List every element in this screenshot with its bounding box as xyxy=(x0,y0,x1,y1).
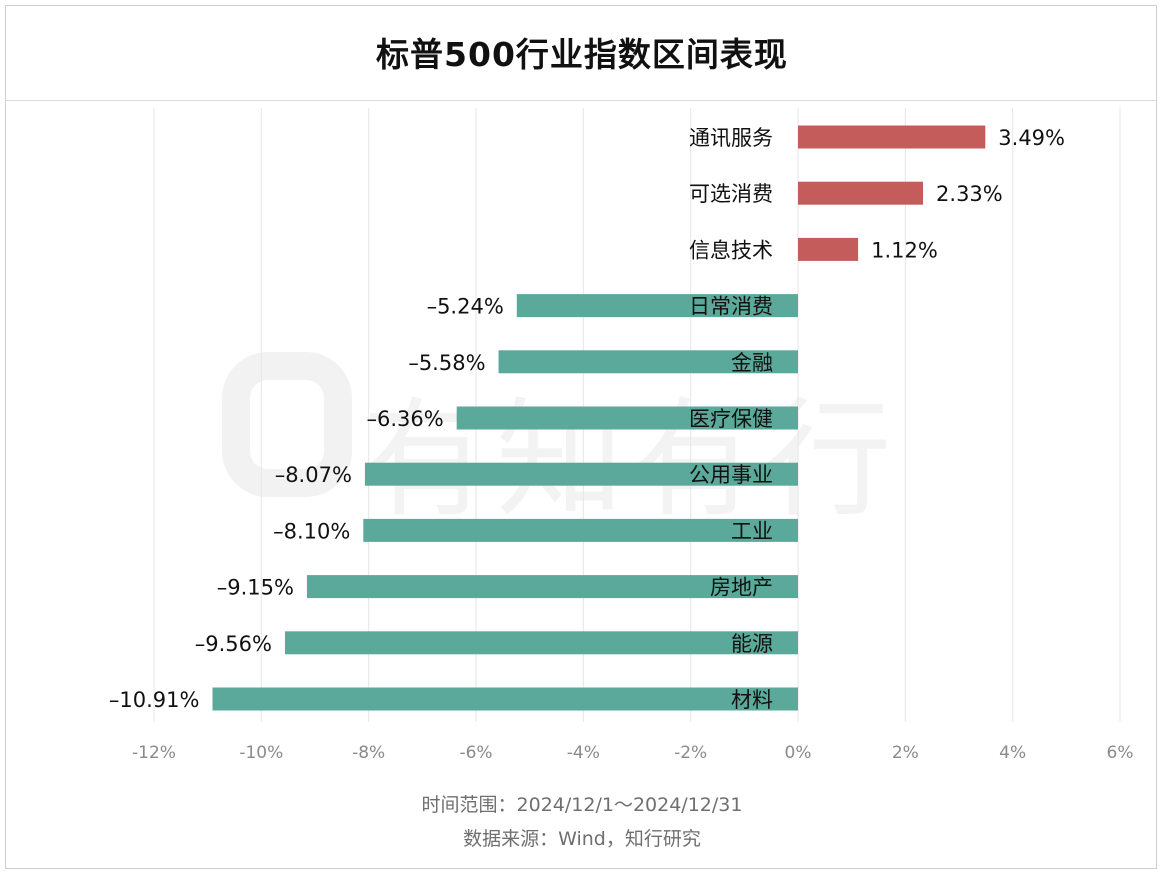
category-label: 能源 xyxy=(731,632,773,656)
x-tick-label: 2% xyxy=(892,743,919,763)
value-label: –6.36% xyxy=(366,407,443,431)
watermark: 有知有行 xyxy=(222,352,942,535)
bar xyxy=(284,631,798,655)
chart-title: 标普500行业指数区间表现 xyxy=(376,35,788,74)
x-tick-label: -8% xyxy=(352,743,385,763)
value-label: –5.24% xyxy=(427,295,504,319)
category-label: 日常消费 xyxy=(689,295,773,319)
bar xyxy=(798,237,859,261)
value-label: 2.33% xyxy=(936,182,1003,206)
value-label: 3.49% xyxy=(998,126,1065,150)
category-label: 房地产 xyxy=(710,576,773,600)
x-tick-label: -2% xyxy=(674,743,707,763)
value-label: 1.12% xyxy=(871,238,938,262)
value-label: –5.58% xyxy=(408,351,485,375)
chart-frame xyxy=(5,5,1157,869)
category-label: 通讯服务 xyxy=(689,126,773,150)
bar xyxy=(798,125,986,149)
category-label: 工业 xyxy=(731,519,773,543)
x-tick-labels: -12% -10% -8% -6% -4% -2% 0% 2% 4% 6% xyxy=(132,743,1133,763)
x-tick-label: -10% xyxy=(239,743,283,763)
category-label: 材料 xyxy=(731,688,773,712)
value-label: –9.15% xyxy=(217,576,294,600)
bar xyxy=(456,406,798,430)
value-label: –8.10% xyxy=(273,519,350,543)
x-tick-label: -6% xyxy=(459,743,492,763)
category-label: 医疗保健 xyxy=(689,407,773,431)
bar xyxy=(516,294,798,318)
x-tick-label: 0% xyxy=(785,743,812,763)
x-tick-label: 4% xyxy=(999,743,1026,763)
category-label: 信息技术 xyxy=(689,238,773,262)
bar xyxy=(212,687,798,711)
category-label: 公用事业 xyxy=(689,463,773,487)
x-tick-label: -4% xyxy=(567,743,600,763)
time-range-note: 时间范围：2024/12/1～2024/12/31 xyxy=(421,794,743,816)
data-source-note: 数据来源：Wind，知行研究 xyxy=(463,828,701,850)
bar xyxy=(498,350,798,374)
category-label: 金融 xyxy=(731,351,773,375)
value-labels: 3.49% 2.33% 1.12% –5.24% –5.58% –6.36% –8.07% –… xyxy=(109,126,1065,712)
value-label: –8.07% xyxy=(275,463,352,487)
title-divider xyxy=(6,100,1156,101)
bar xyxy=(363,518,798,542)
value-label: –9.56% xyxy=(195,632,272,656)
bar xyxy=(306,575,798,599)
value-label: –10.91% xyxy=(109,688,200,712)
bar xyxy=(364,462,798,486)
x-tick-label: -12% xyxy=(132,743,176,763)
bar xyxy=(798,181,924,205)
category-label: 可选消费 xyxy=(689,182,773,206)
x-tick-label: 6% xyxy=(1107,743,1134,763)
bars xyxy=(212,125,986,711)
